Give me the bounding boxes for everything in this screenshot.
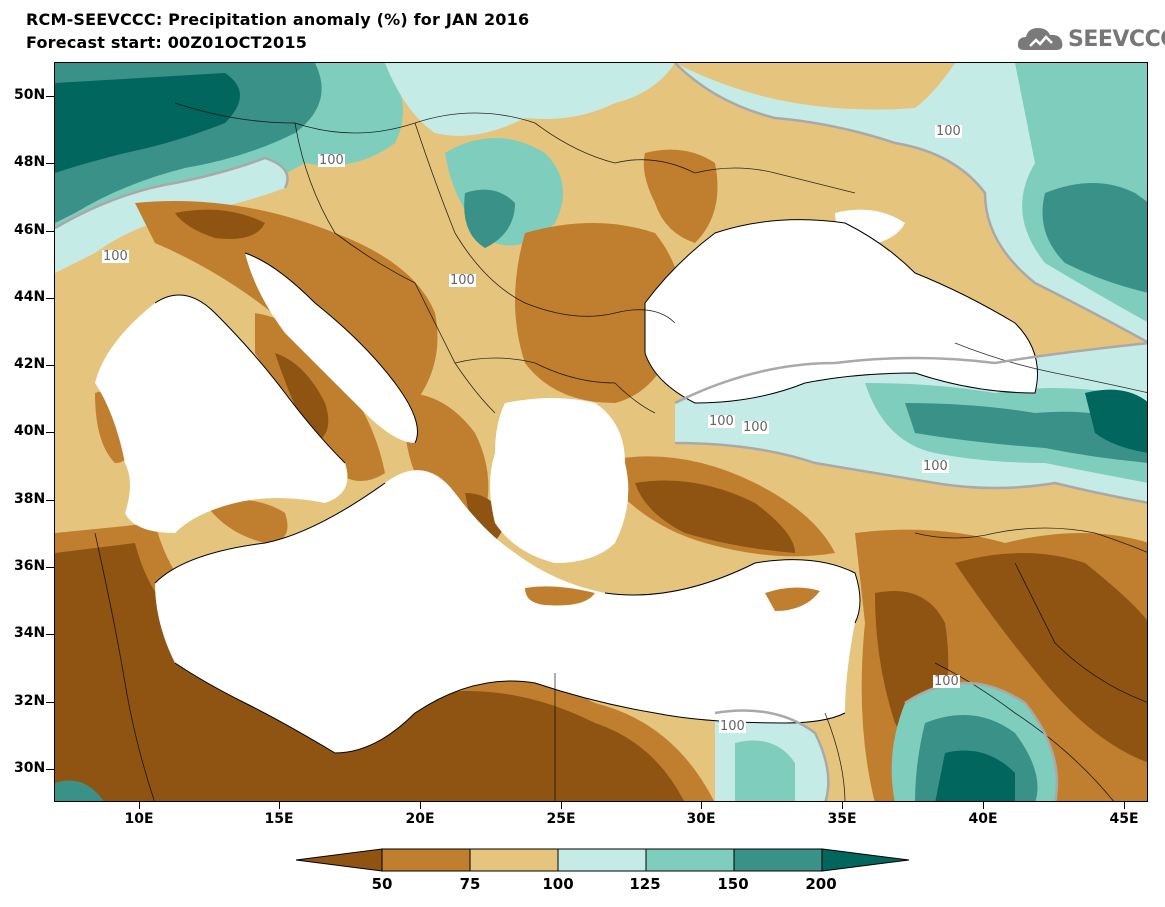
legend-swatch <box>733 848 823 872</box>
legend-swatch <box>821 848 910 872</box>
contour-label-100: 100 <box>708 414 735 429</box>
lat-label: 38N <box>14 491 46 507</box>
lat-label: 40N <box>14 423 46 439</box>
contour-label-100: 100 <box>102 249 129 264</box>
lon-label: 35E <box>827 811 857 827</box>
legend-swatch <box>645 848 735 872</box>
legend-swatch <box>296 848 383 872</box>
anomaly-map-canvas <box>55 63 1147 801</box>
legend-label: 200 <box>805 875 837 893</box>
lat-label: 36N <box>14 558 46 574</box>
logo-text: SEEVCCC <box>1068 27 1165 52</box>
legend-label: 50 <box>371 875 393 893</box>
cloud-icon <box>1017 28 1063 50</box>
legend-swatch <box>557 848 647 872</box>
legend-colorbar <box>296 848 910 872</box>
anomaly-map <box>54 62 1148 802</box>
contour-label-100: 100 <box>719 719 746 734</box>
legend-swatch <box>469 848 559 872</box>
seevccc-logo: SEEVCCC <box>1016 22 1165 58</box>
contour-label-100: 100 <box>449 273 476 288</box>
lat-label: 44N <box>14 289 46 305</box>
lon-label: 45E <box>1109 811 1139 827</box>
legend-label: 125 <box>629 875 661 893</box>
lon-label: 20E <box>405 811 435 827</box>
legend-label: 100 <box>542 875 574 893</box>
lon-label: 30E <box>686 811 716 827</box>
lat-label: 46N <box>14 222 46 238</box>
lon-label: 25E <box>546 811 576 827</box>
lat-label: 32N <box>14 693 46 709</box>
contour-label-100: 100 <box>318 153 345 168</box>
forecast-start-subtitle: Forecast start: 00Z01OCT2015 <box>26 33 308 52</box>
lon-label: 40E <box>968 811 998 827</box>
lat-label: 30N <box>14 760 46 776</box>
contour-label-100: 100 <box>933 674 960 689</box>
contour-label-100: 100 <box>922 459 949 474</box>
lat-label: 50N <box>14 87 46 103</box>
lat-label: 42N <box>14 356 46 372</box>
lat-label: 34N <box>14 625 46 641</box>
contour-label-100: 100 <box>935 124 962 139</box>
lon-label: 10E <box>124 811 154 827</box>
contour-label-100: 100 <box>742 420 769 435</box>
legend-label: 75 <box>459 875 481 893</box>
legend-label: 150 <box>717 875 749 893</box>
legend-swatch <box>381 848 471 872</box>
lat-label: 48N <box>14 154 46 170</box>
lon-label: 15E <box>264 811 294 827</box>
map-title: RCM-SEEVCCC: Precipitation anomaly (%) f… <box>26 10 530 29</box>
